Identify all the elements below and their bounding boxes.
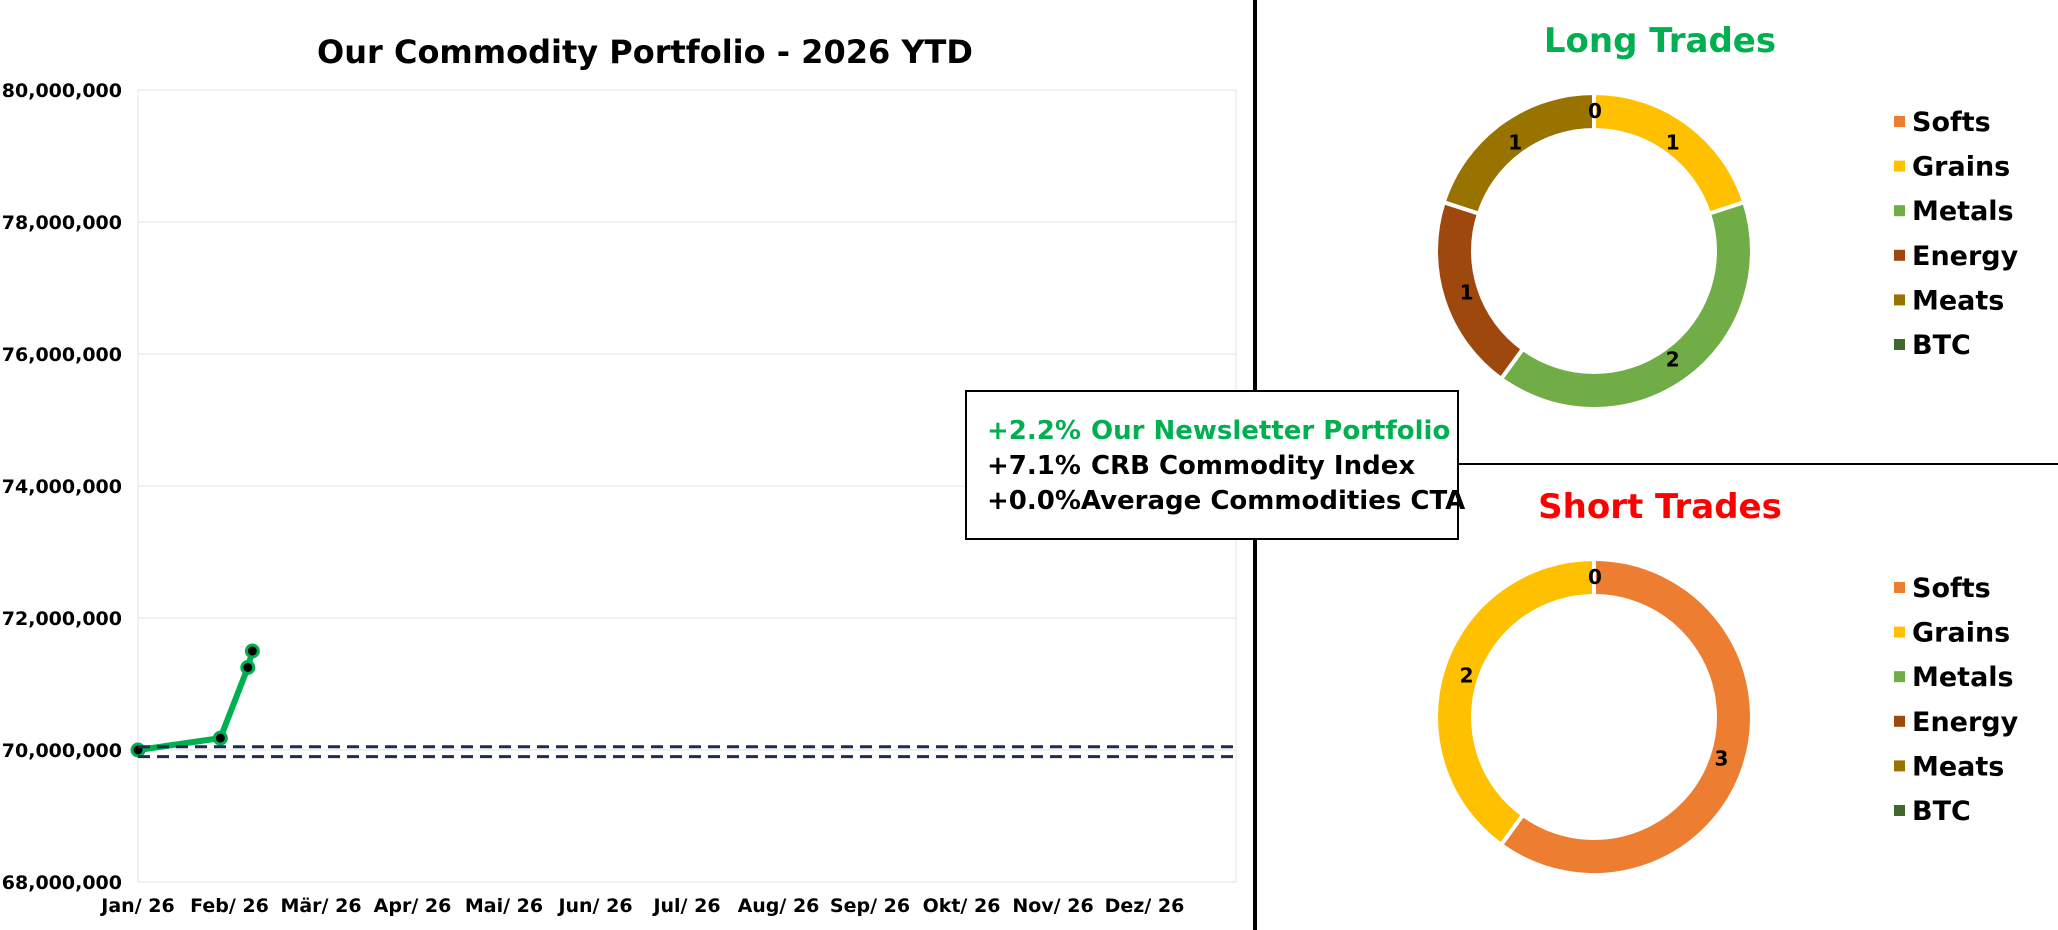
donut-data-label: 1	[1460, 280, 1474, 304]
legend-swatch	[1894, 339, 1905, 350]
chart-title: Our Commodity Portfolio - 2026 YTD	[317, 33, 973, 71]
donut-data-label: 0	[1588, 565, 1602, 589]
x-tick-label: Mai/ 26	[465, 895, 543, 917]
x-tick-label: Jan/ 26	[99, 895, 174, 917]
donut-data-label: 0	[1588, 99, 1602, 123]
portfolio-point	[244, 643, 260, 659]
legend-swatch	[1894, 715, 1905, 727]
y-tick-label: 70,000,000	[2, 740, 122, 762]
legend-entry: BTC	[1912, 796, 1971, 827]
legend-entry: Meats	[1912, 285, 2004, 316]
legend-swatch	[1894, 626, 1905, 638]
legend-label: CRB Commodity Index	[1091, 451, 1416, 481]
legend-entry: Grains	[1912, 618, 2010, 649]
legend-value: +0.0%	[987, 486, 1081, 516]
legend-entry: Energy	[1912, 707, 2019, 738]
x-tick-label: Dez/ 26	[1105, 895, 1185, 917]
donut-title: Long Trades	[1544, 21, 1776, 61]
legend-entry: Metals	[1912, 662, 2014, 693]
legend-entry: Energy	[1912, 241, 2019, 272]
legend-swatch	[1894, 294, 1905, 306]
x-tick-label: Sep/ 26	[830, 895, 910, 917]
x-tick-label: Nov/ 26	[1012, 895, 1093, 917]
legend-value: +7.1%	[987, 451, 1081, 481]
x-tick-label: Feb/ 26	[190, 895, 269, 917]
y-tick-label: 72,000,000	[2, 608, 122, 630]
legend-swatch	[1894, 160, 1905, 172]
legend-swatch	[1894, 116, 1905, 127]
donut-slice	[1434, 199, 1526, 382]
portfolio-point	[240, 660, 256, 675]
donut-data-label: 1	[1666, 131, 1680, 155]
legend-label: Our Newsletter Portfolio	[1091, 416, 1451, 446]
donut-slice	[1498, 556, 1754, 877]
portfolio-point	[212, 730, 228, 746]
legend-entry: Metals	[1912, 196, 2014, 227]
donut-data-label: 2	[1460, 664, 1474, 688]
legend-swatch	[1894, 249, 1905, 261]
y-tick-label: 76,000,000	[2, 344, 122, 366]
legend-entry: Grains	[1912, 152, 2010, 183]
x-tick-label: Aug/ 26	[738, 895, 820, 917]
legend-value: +2.2%	[987, 416, 1081, 446]
legend-swatch	[1894, 760, 1905, 772]
y-tick-label: 68,000,000	[2, 872, 122, 894]
y-tick-label: 78,000,000	[2, 212, 122, 234]
x-tick-label: Okt/ 26	[923, 895, 1001, 917]
legend-swatch	[1894, 205, 1905, 217]
donut-slice	[1441, 90, 1596, 217]
legend-entry: Meats	[1912, 751, 2004, 782]
portfolio-line-chart: Our Commodity Portfolio - 2026 YTD 68,000…	[2, 33, 1237, 917]
donut-slice	[1498, 199, 1754, 411]
legend-swatch	[1894, 582, 1905, 593]
donut-slice	[1434, 556, 1596, 848]
legend-swatch	[1894, 671, 1905, 683]
legend-swatch	[1894, 805, 1905, 816]
portfolio-line	[137, 650, 256, 753]
x-tick-label: Mär/ 26	[280, 895, 361, 917]
legend-row-crb: +7.1% CRB Commodity Index	[987, 449, 1457, 484]
donut-data-label: 1	[1508, 131, 1522, 155]
legend-row-cta: +0.0% Average Commodities CTA	[987, 484, 1465, 519]
y-tick-label: 74,000,000	[2, 476, 122, 498]
x-tick-label: Jul/ 26	[651, 895, 720, 917]
y-tick-label: 80,000,000	[2, 80, 122, 102]
legend-entry: Softs	[1912, 573, 1991, 604]
x-tick-label: Apr/ 26	[374, 895, 452, 917]
legend-label: Average Commodities CTA	[1080, 486, 1466, 516]
legend-entry: Softs	[1912, 107, 1991, 138]
donut-data-label: 3	[1714, 746, 1728, 770]
x-tick-label: Jun/ 26	[556, 895, 632, 917]
short-trades-donut-chart: Short Trades 3 2 0 Softs Grains Metals Energy Me…	[1434, 487, 2019, 877]
horizontal-divider	[1258, 463, 2058, 465]
long-trades-donut-chart: Long Trades 1 2 1 1 0 Softs Grains Metals Energy M…	[1434, 21, 2019, 411]
donut-title: Short Trades	[1538, 487, 1782, 527]
legend-row-newsletter: +2.2% Our Newsletter Portfolio	[987, 414, 1457, 449]
donut-data-label: 2	[1666, 347, 1680, 371]
performance-legend-box: +2.2% Our Newsletter Portfolio +7.1% CRB…	[965, 390, 1465, 540]
legend-entry: BTC	[1912, 330, 1971, 361]
